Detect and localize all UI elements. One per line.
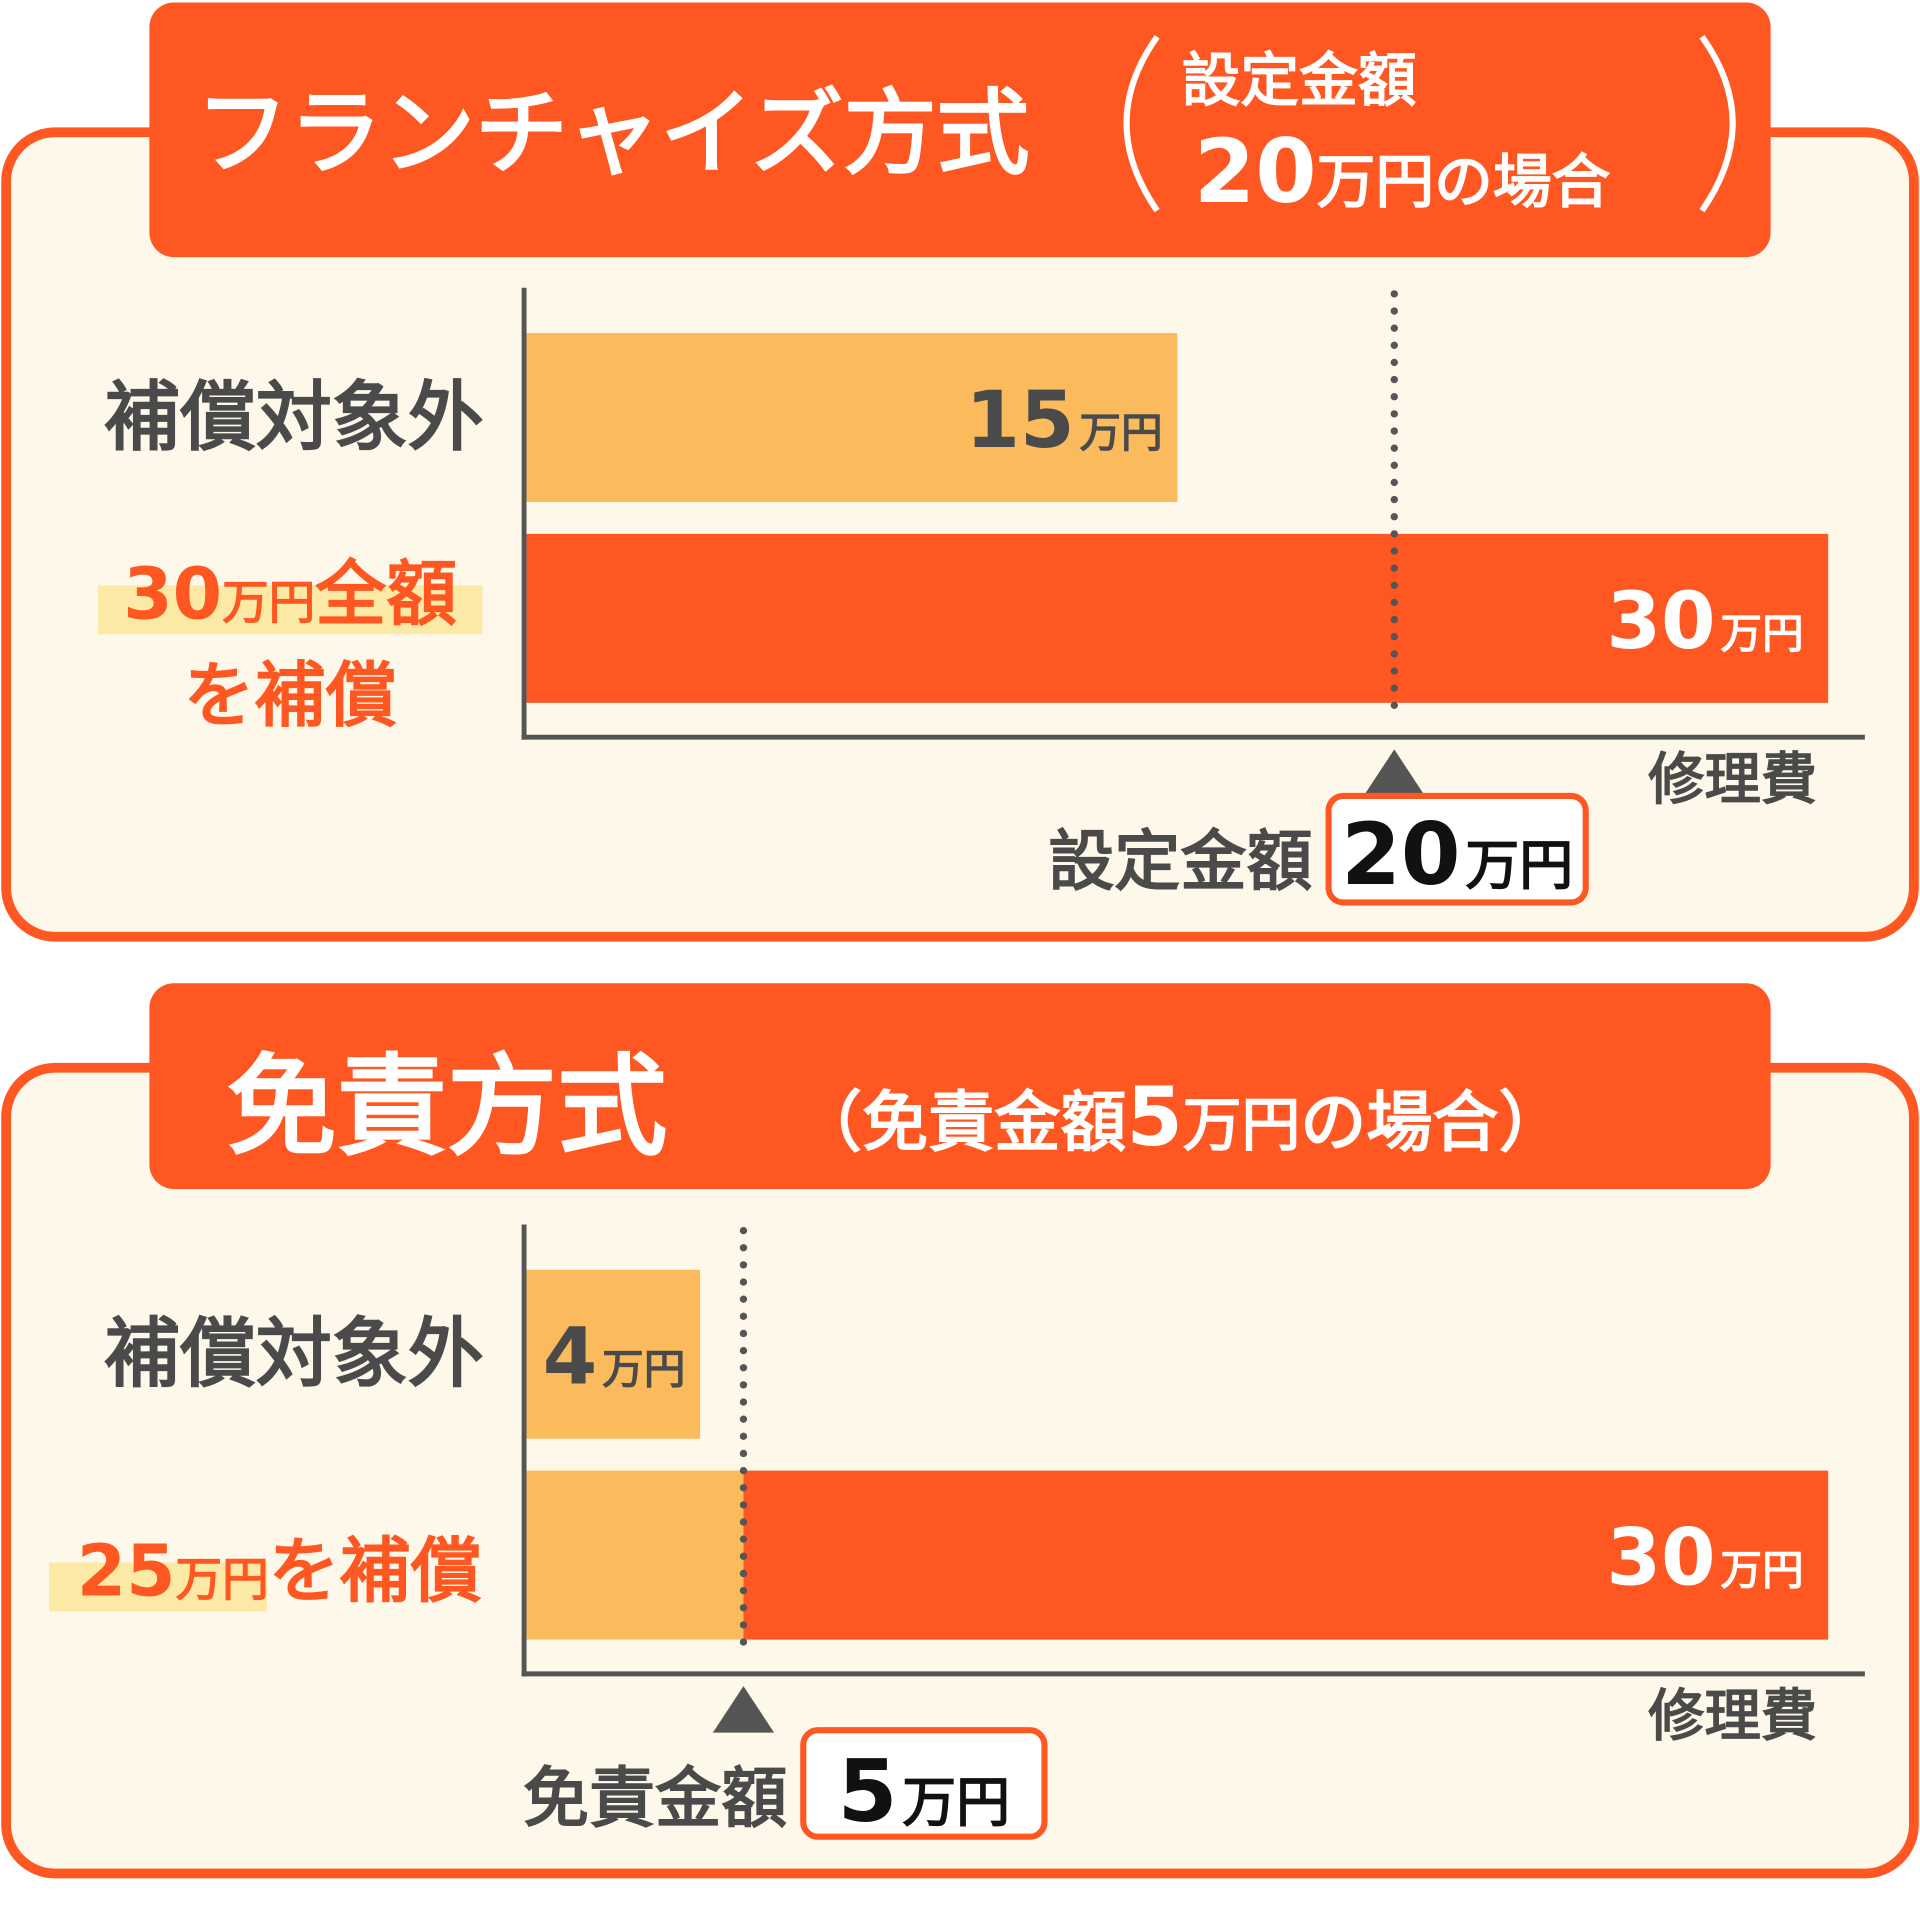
- value-unit: 万円: [602, 1345, 685, 1394]
- value-number: 30: [1606, 576, 1715, 667]
- value-number: 15: [965, 375, 1074, 466]
- panel-title: 免責方式: [227, 1043, 668, 1171]
- axis-label: 修理費: [1648, 1684, 1817, 1749]
- threshold-unit: 万円: [1465, 834, 1573, 897]
- value-unit: 万円: [1720, 609, 1803, 658]
- threshold-label: 設定金額: [1048, 823, 1312, 900]
- threshold-label: 免責金額: [523, 1760, 787, 1837]
- threshold-value: 5 万円: [838, 1742, 1010, 1842]
- row-label-part: 30: [123, 552, 222, 635]
- row-label: 30万円全額: [123, 552, 457, 635]
- threshold-number: 20: [1341, 805, 1460, 905]
- row-label: 補償対象外: [104, 373, 484, 461]
- title-note: （免責金額5万円の場合）: [796, 1071, 1565, 1165]
- title-note-part: 万円: [1317, 147, 1435, 216]
- title-note: 20万円の場合: [1194, 120, 1611, 223]
- threshold-value: 20 万円: [1341, 805, 1573, 905]
- value-label: 30 万円: [1606, 1512, 1803, 1603]
- title-tab: [149, 983, 1771, 1189]
- row-label-part: 万円: [222, 575, 315, 629]
- threshold-box: [800, 1727, 1048, 1840]
- title-note-part: （免責金額: [796, 1084, 1127, 1161]
- threshold-arrow: [1363, 749, 1425, 796]
- threshold-unit: 万円: [902, 1771, 1010, 1834]
- value-label: 30 万円: [1606, 576, 1803, 667]
- row-label-part: 全額: [314, 552, 457, 635]
- label-highlight: [97, 585, 483, 635]
- value-unit: 万円: [1079, 408, 1162, 457]
- title-tab: [149, 2, 1771, 258]
- value-unit: 万円: [1720, 1545, 1803, 1594]
- title-note-part: 万円: [1183, 1090, 1301, 1159]
- row-label-part: 補償対象外: [104, 373, 484, 461]
- value-number: 30: [1606, 1512, 1715, 1603]
- row-label: を補償: [184, 654, 397, 737]
- value-label: 4 万円: [543, 1312, 686, 1403]
- row-label-part: を補償: [269, 1530, 482, 1613]
- title-note-part: の場合）: [1300, 1084, 1564, 1161]
- bar: [526, 333, 1178, 503]
- title-note-part: 設定金額: [1182, 45, 1417, 114]
- axis-label: 修理費: [1648, 747, 1817, 812]
- title-note-part: の場合: [1434, 147, 1611, 216]
- bar-deductible: [526, 1470, 744, 1640]
- title-note-part: 20: [1194, 120, 1317, 223]
- row-label-part: 万円: [176, 1553, 269, 1607]
- row-label-part: を補償: [184, 654, 397, 737]
- paren: [1699, 34, 1736, 213]
- threshold-number: 5: [838, 1742, 898, 1842]
- row-label: 補償対象外: [104, 1310, 484, 1398]
- threshold-arrow: [712, 1686, 775, 1733]
- label-highlight: [48, 1562, 267, 1612]
- title-note-part: 5: [1126, 1071, 1182, 1165]
- row-label-part: 25: [77, 1530, 176, 1613]
- panel-title: フランチャイズ方式: [196, 79, 1030, 187]
- threshold-box: [1325, 792, 1589, 906]
- value-number: 4: [543, 1312, 598, 1403]
- title-note: 設定金額: [1182, 45, 1417, 114]
- bar: [526, 533, 1829, 703]
- value-label: 15 万円: [965, 375, 1162, 466]
- row-label: 25万円を補償: [77, 1530, 482, 1613]
- row-label-part: 補償対象外: [104, 1310, 484, 1398]
- bar: [526, 1269, 701, 1439]
- bar-covered: [743, 1470, 1829, 1640]
- paren: [1123, 34, 1160, 213]
